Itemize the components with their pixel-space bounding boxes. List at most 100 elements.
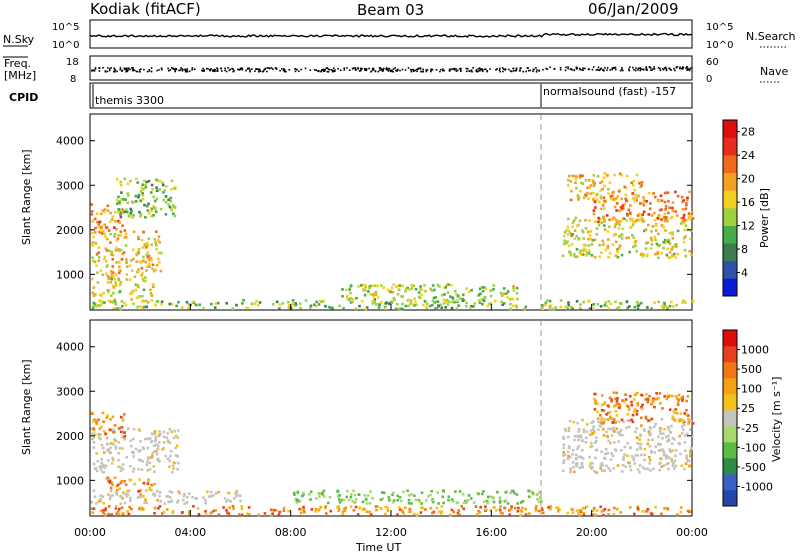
range-gate-cell xyxy=(320,300,323,303)
range-gate-cell xyxy=(131,289,135,293)
freq-sample xyxy=(91,69,94,72)
cpid-frame xyxy=(89,82,693,109)
range-gate-cell xyxy=(407,501,411,505)
range-gate-cell xyxy=(436,283,439,287)
range-gate-cell xyxy=(628,419,632,422)
freq-sample xyxy=(119,68,121,71)
range-gate-cell xyxy=(590,441,593,445)
range-gate-cell xyxy=(449,295,452,298)
freq-sample xyxy=(535,71,538,73)
range-gate-cell xyxy=(98,293,102,297)
range-gate-cell xyxy=(690,229,693,232)
range-gate-cell xyxy=(98,299,101,303)
range-gate-cell xyxy=(576,194,580,197)
range-gate-cell xyxy=(135,283,139,287)
range-gate-cell xyxy=(499,291,503,295)
range-gate-cell xyxy=(606,418,610,421)
range-gate-cell xyxy=(674,190,677,194)
freq-sample xyxy=(379,67,381,69)
range-gate-cell xyxy=(499,505,502,508)
range-gate-cell xyxy=(612,216,615,220)
range-gate-cell xyxy=(664,241,668,244)
freq-sample xyxy=(333,70,335,72)
range-gate-cell xyxy=(660,418,664,421)
range-gate-cell xyxy=(107,480,110,483)
range-gate-cell xyxy=(111,215,115,219)
range-gate-cell xyxy=(615,222,618,226)
range-gate-cell xyxy=(614,254,618,257)
freq-sample xyxy=(613,67,616,69)
range-gate-cell xyxy=(131,216,134,219)
range-gate-cell xyxy=(105,249,109,252)
range-gate-cell xyxy=(640,453,643,457)
range-gate-cell xyxy=(112,442,115,446)
range-gate-cell xyxy=(616,464,620,467)
range-gate-cell xyxy=(102,463,105,467)
range-gate-cell xyxy=(380,284,383,287)
range-gate-cell xyxy=(364,497,368,501)
range-gate-cell xyxy=(440,505,444,508)
range-gate-cell xyxy=(634,453,638,457)
range-gate-cell xyxy=(664,435,668,439)
range-gate-cell xyxy=(150,215,153,218)
range-gate-cell xyxy=(690,215,693,218)
range-gate-cell xyxy=(640,405,643,409)
range-gate-cell xyxy=(592,397,596,401)
range-gate-cell xyxy=(304,299,308,302)
range-gate-cell xyxy=(117,507,121,511)
range-gate-cell xyxy=(319,505,323,509)
freq-sample xyxy=(649,67,652,69)
range-gate-cell xyxy=(476,513,479,516)
colorbar-tick-label: 24 xyxy=(741,149,755,162)
range-gate-cell xyxy=(577,512,580,515)
range-gate-cell xyxy=(124,198,127,201)
range-gate-cell xyxy=(577,438,580,442)
freq-sample xyxy=(357,67,359,69)
range-gate-cell xyxy=(91,306,95,310)
range-gate-cell xyxy=(653,451,656,454)
range-gate-cell xyxy=(298,507,301,511)
freq-sample xyxy=(382,69,384,71)
range-gate-cell xyxy=(384,505,387,509)
freq-sample xyxy=(579,68,581,71)
range-gate-cell xyxy=(151,188,154,191)
range-gate-cell xyxy=(402,490,405,494)
colorbar-frame xyxy=(722,329,738,507)
range-gate-cell xyxy=(198,303,201,307)
range-gate-cell xyxy=(641,255,645,258)
freq-sample xyxy=(499,67,501,70)
range-gate-cell xyxy=(309,304,313,308)
range-gate-cell xyxy=(632,183,635,187)
range-gate-cell xyxy=(318,507,321,511)
range-gate-cell xyxy=(119,230,123,233)
range-gate-cell xyxy=(607,225,611,229)
range-gate-cell xyxy=(569,180,573,183)
range-gate-cell xyxy=(150,207,154,211)
range-gate-cell xyxy=(568,174,571,178)
range-gate-cell xyxy=(155,263,159,267)
range-gate-cell xyxy=(109,418,112,421)
range-gate-cell xyxy=(572,470,576,474)
freq-sample xyxy=(525,70,527,73)
range-gate-cell xyxy=(120,430,123,434)
range-gate-cell xyxy=(653,219,657,222)
freq-sample xyxy=(167,67,169,70)
range-gate-cell xyxy=(671,233,674,237)
range-gate-cell xyxy=(641,253,645,256)
freq-sample xyxy=(359,69,362,72)
range-gate-cell xyxy=(185,300,189,304)
range-gate-cell xyxy=(593,430,596,434)
freq-sample xyxy=(385,68,387,70)
range-gate-cell xyxy=(110,250,114,254)
range-gate-cell xyxy=(633,188,636,192)
range-gate-cell xyxy=(168,441,172,444)
range-gate-cell xyxy=(188,492,191,495)
x-tick-label: 00:00 xyxy=(676,526,708,539)
freq-sample xyxy=(331,70,334,73)
range-gate-cell xyxy=(240,513,244,517)
range-gate-cell xyxy=(139,213,143,216)
range-gate-cell xyxy=(603,199,606,203)
range-gate-cell xyxy=(132,230,136,234)
range-gate-cell xyxy=(97,500,101,503)
range-gate-cell xyxy=(617,406,621,409)
